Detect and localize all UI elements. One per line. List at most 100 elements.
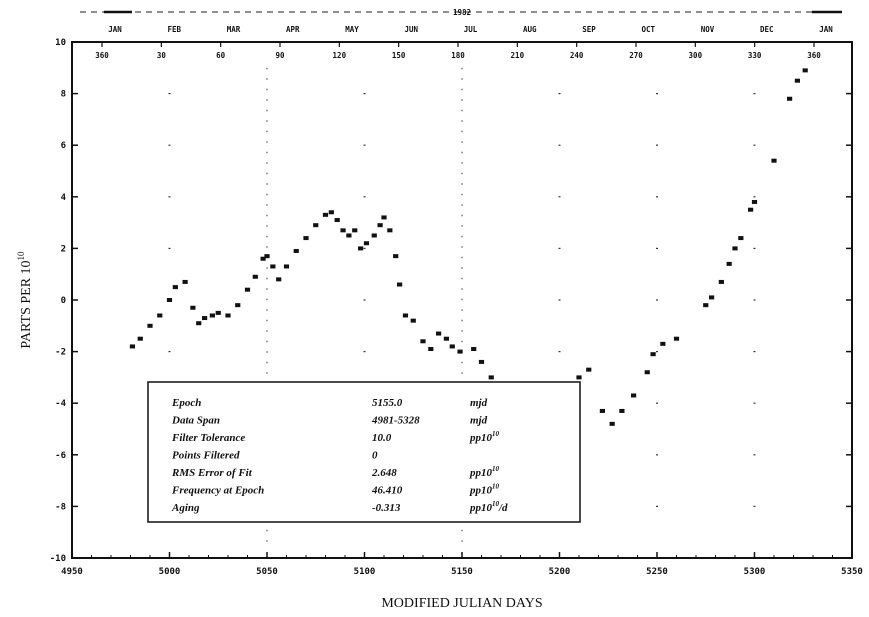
info-unit-suffix: /d (498, 502, 508, 514)
data-point (215, 310, 221, 315)
data-point (283, 264, 290, 269)
data-point (650, 352, 656, 357)
data-point (387, 228, 393, 233)
month-label: FEB (167, 25, 181, 34)
info-value: -0.313 (372, 502, 401, 514)
day-of-year-label: 90 (275, 51, 285, 60)
y-tick-label: 4 (61, 193, 67, 203)
day-of-year-label: 60 (216, 51, 226, 60)
data-point (397, 282, 403, 287)
month-label: MAR (227, 25, 241, 34)
data-point (787, 96, 793, 101)
data-point (340, 228, 346, 233)
data-point (599, 408, 605, 413)
info-value: 46.410 (371, 485, 403, 497)
data-point (802, 68, 808, 73)
y-axis-ticks: 10 8 6 4 2 0 -2 -4 -6 -8 -10 (50, 38, 852, 564)
y-tick-label: -10 (50, 554, 66, 564)
day-of-year-label: 360 (807, 51, 821, 60)
info-value: 5155.0 (372, 397, 403, 409)
day-of-year-label: 240 (570, 51, 584, 60)
x-tick-label: 5250 (646, 567, 668, 577)
data-point (293, 248, 299, 253)
data-point (748, 207, 754, 212)
info-value: 0 (372, 450, 378, 462)
info-label: Data Span (171, 415, 220, 427)
info-unit-text: mjd (470, 397, 488, 409)
info-unit-exponent: 10 (492, 500, 500, 508)
data-point (732, 246, 738, 251)
data-point (644, 370, 650, 375)
info-box-frame (147, 381, 581, 523)
data-point (358, 246, 364, 251)
data-point (209, 313, 215, 318)
y-axis-title-text: PARTS PER 10 (19, 260, 34, 348)
data-point (352, 228, 358, 233)
data-point (609, 421, 615, 426)
data-point (703, 303, 709, 308)
day-of-year-label: 270 (629, 51, 643, 60)
x-axis-title: MODIFIED JULIAN DAYS (381, 596, 542, 611)
data-point (586, 367, 592, 372)
y-tick-label: 8 (61, 90, 66, 100)
data-point (436, 331, 442, 336)
info-unit-exponent: 10 (492, 430, 500, 438)
data-point (276, 277, 282, 282)
data-point (709, 295, 715, 300)
info-label: Epoch (171, 397, 201, 409)
data-point (751, 199, 758, 204)
month-label: SEP (582, 25, 596, 34)
data-point (718, 279, 724, 284)
info-unit-text: pp10 (469, 467, 493, 479)
info-value: 10.0 (372, 432, 392, 444)
info-value: 2.648 (371, 467, 397, 479)
data-point (264, 254, 270, 259)
data-point (260, 256, 266, 261)
month-label: JAN (819, 25, 833, 34)
month-label: JAN (108, 25, 122, 34)
data-point (225, 313, 231, 318)
y-tick-label: -2 (55, 348, 66, 358)
data-point (794, 78, 800, 83)
data-point (334, 218, 340, 223)
info-label: RMS Error of Fit (171, 467, 253, 479)
data-point (410, 318, 416, 323)
data-point (328, 210, 334, 215)
data-point (443, 336, 449, 341)
info-unit-text: mjd (470, 415, 488, 427)
data-point (738, 236, 744, 241)
x-axis-ticks: 4950 5000 5050 5100 5150 5200 5250 5300 5350 (61, 552, 863, 577)
x-tick-label: 5150 (451, 567, 473, 577)
y-tick-label: 0 (61, 296, 66, 306)
data-point (457, 349, 463, 354)
x-tick-label: 5000 (159, 567, 181, 577)
info-label: Frequency at Epoch (171, 485, 264, 497)
day-of-year-label: 330 (748, 51, 762, 60)
data-point (673, 336, 680, 341)
month-labels: JAN FEB MAR APR MAY JUN JUL AUG SEP OCT NOV DEC JAN (108, 25, 833, 34)
day-of-year-label: 360 (95, 51, 109, 60)
x-tick-label: 5100 (354, 567, 376, 577)
data-point (631, 393, 637, 398)
data-point (726, 261, 732, 266)
y-tick-label: -6 (55, 451, 66, 461)
info-unit: pp1010 (469, 430, 500, 444)
y-tick-label: 6 (61, 141, 66, 151)
data-point (363, 241, 370, 246)
data-point (402, 313, 409, 318)
data-point (322, 212, 329, 217)
day-of-year-labels: 360 30 60 90 120 150 180 210 240 270 300 330 360 (95, 42, 821, 60)
day-of-year-label: 300 (689, 51, 703, 60)
info-unit: pp1010 (469, 465, 500, 479)
day-of-year-label: 150 (392, 51, 406, 60)
info-unit-text: pp10 (469, 502, 493, 514)
info-unit-exponent: 10 (492, 465, 500, 473)
calendar-axis: 1982 JAN FEB MAR APR MAY JUN JUL AUG SEP OCT NOV DE… (80, 8, 842, 60)
day-of-year-label: 30 (157, 51, 167, 60)
month-label: NOV (701, 25, 715, 34)
y-axis-title: PARTS PER 1010 (16, 251, 34, 349)
y-tick-label: -4 (55, 399, 66, 409)
data-point (196, 321, 202, 326)
data-point (393, 254, 399, 259)
